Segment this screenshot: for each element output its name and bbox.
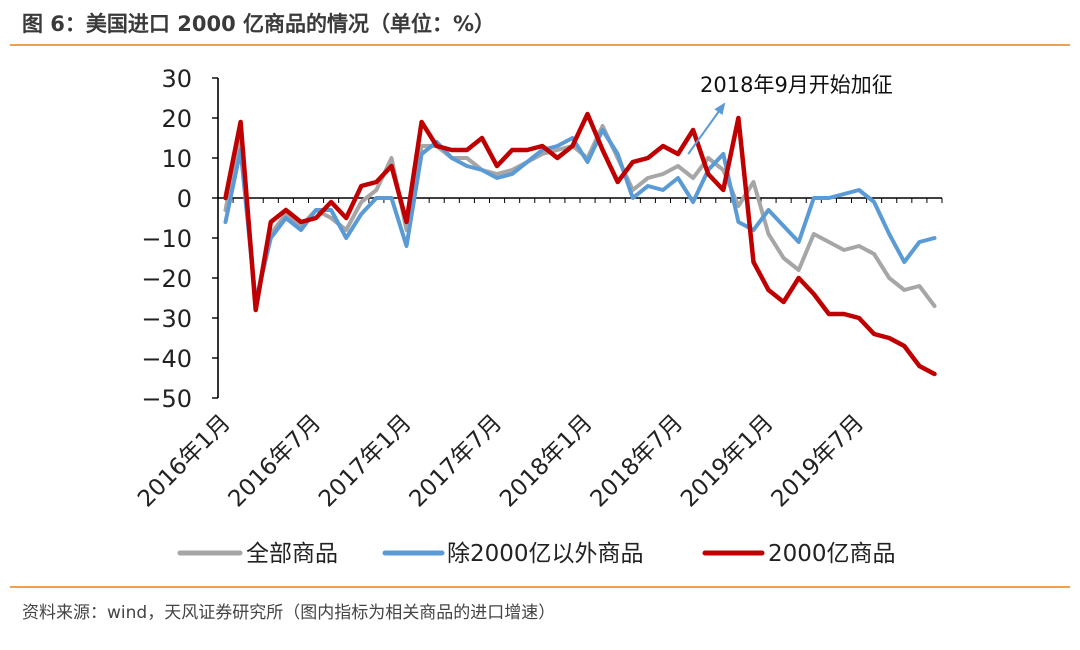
x-tick-label: 2018年7月 (586, 410, 689, 513)
y-tick-label: −40 (141, 345, 192, 373)
series-line-3 (223, 111, 937, 377)
y-tick-label: 0 (177, 185, 192, 213)
figure-title: 图 6：美国进口 2000 亿商品的情况（单位：%） (22, 12, 496, 36)
x-tick-label: 2019年7月 (767, 410, 870, 513)
source-note: 资料来源：wind，天风证券研究所（图内指标为相关商品的进口增速） (22, 603, 556, 623)
x-tick-label: 2018年1月 (495, 410, 598, 513)
x-tick-label: 2017年7月 (405, 410, 508, 513)
y-tick-label: −30 (141, 305, 192, 333)
y-tick-label: 10 (161, 145, 192, 173)
legend-label-3: 2000亿商品 (768, 541, 896, 567)
annotation-arrow (687, 102, 726, 155)
bottom-rule (10, 586, 1070, 588)
line-chart: 3020100−10−20−30−40−502016年1月2016年7月2017… (133, 65, 943, 567)
y-tick-label: −10 (141, 225, 192, 253)
x-tick-label: 2016年7月 (224, 410, 327, 513)
series-line-2 (223, 128, 937, 304)
top-rule (10, 44, 1070, 46)
x-tick-label: 2019年1月 (676, 410, 779, 513)
x-tick-label: 2016年1月 (133, 410, 236, 513)
x-tick-label: 2017年1月 (314, 410, 417, 513)
y-tick-label: −50 (141, 385, 192, 413)
y-tick-label: 30 (161, 65, 192, 93)
legend-label-1: 全部商品 (246, 541, 338, 567)
legend-label-2: 除2000亿以外商品 (447, 541, 644, 567)
y-tick-label: −20 (141, 265, 192, 293)
y-tick-label: 20 (161, 105, 192, 133)
annotation-label: 2018年9月开始加征 (700, 73, 893, 97)
